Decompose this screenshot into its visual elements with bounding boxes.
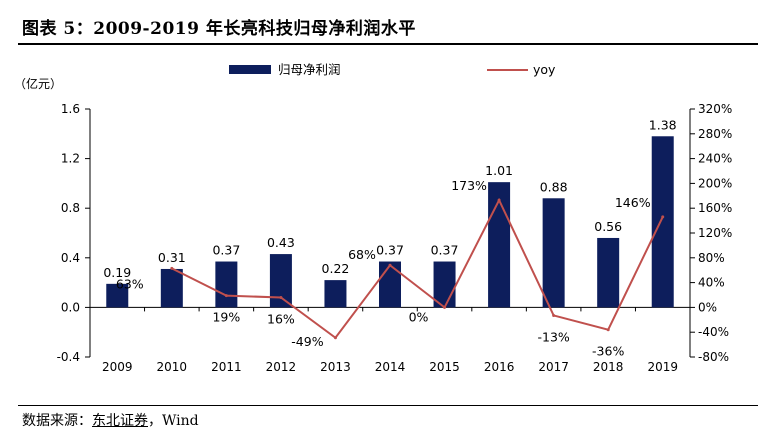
title-divider	[18, 43, 758, 45]
yoy-value-label: 68%	[348, 247, 376, 262]
yoy-point	[606, 328, 610, 332]
bar-value-label: 0.43	[267, 235, 295, 250]
left-axis-tick-label: 1.2	[61, 152, 80, 166]
x-axis-tick-label: 2017	[538, 360, 569, 374]
right-axis-tick-label: 240%	[698, 152, 732, 166]
bar-value-label: 1.01	[485, 163, 513, 178]
bar-value-label: 0.19	[103, 265, 131, 280]
yoy-value-label: 16%	[267, 311, 295, 326]
left-axis-tick-label: 0.4	[61, 251, 80, 265]
yoy-value-label: -36%	[592, 344, 624, 359]
legend-bar-swatch	[229, 65, 271, 74]
y-axis-unit-label: （亿元）	[14, 76, 62, 91]
chart: 归母净利润 yoy （亿元） -0.4 0.0 0.4 0.8 1.2 1.6 -80% -4…	[14, 62, 733, 374]
legend-line-label: yoy	[533, 62, 556, 77]
yoy-line	[171, 197, 664, 340]
right-axis-tick-label: 120%	[698, 226, 732, 240]
bar	[379, 261, 401, 308]
x-axis-tick-label: 2013	[320, 360, 351, 374]
axes: -0.4 0.0 0.4 0.8 1.2 1.6 -80% -40% 0% 40% 80% 120% 1…	[57, 102, 733, 374]
yoy-value-label: -13%	[537, 329, 569, 344]
bar-value-label: 0.37	[212, 243, 240, 258]
left-axis-tick-label: -0.4	[57, 350, 80, 364]
x-axis-tick-label: 2016	[484, 360, 515, 374]
right-axis-tick-label: 160%	[698, 201, 732, 215]
bar-value-label: 0.37	[376, 243, 404, 258]
bar-value-label: 1.38	[649, 117, 677, 132]
line-series	[170, 197, 665, 340]
right-axis-tick-label: 0%	[698, 300, 717, 314]
right-axis-tick-label: 40%	[698, 276, 725, 290]
figure-header: 图表 5：2009-2019 年长亮科技归母净利润水平	[0, 0, 773, 45]
yoy-point	[388, 263, 392, 267]
yoy-point	[333, 336, 337, 340]
source-divider	[18, 405, 758, 406]
data-labels: 0.19 0.31 0.37 0.43 0.22 0.37 0.37 1.01 0.88 0.56…	[103, 117, 676, 358]
yoy-value-label: 146%	[615, 195, 651, 210]
right-axis-tick-label: 80%	[698, 251, 725, 265]
yoy-value-label: 0%	[409, 309, 429, 324]
bar-series	[106, 136, 674, 308]
yoy-point	[224, 294, 228, 298]
yoy-point	[552, 313, 556, 317]
yoy-value-label: -49%	[291, 334, 323, 349]
bar	[324, 280, 347, 308]
yoy-point	[170, 266, 174, 270]
source-suffix: ，Wind	[148, 413, 199, 429]
yoy-point	[497, 198, 501, 202]
left-axis-tick-label: 1.6	[61, 102, 80, 116]
x-axis-tick-label: 2015	[429, 360, 460, 374]
x-axis-tick-label: 2009	[102, 360, 133, 374]
yoy-point	[443, 305, 447, 309]
legend-bar-label: 归母净利润	[278, 62, 341, 77]
source-link[interactable]: 东北证券	[92, 413, 148, 429]
bar	[542, 198, 565, 308]
source-note: 数据来源：东北证券，Wind	[22, 410, 199, 430]
bar	[215, 261, 238, 308]
right-axis-tick-label: -80%	[698, 350, 729, 364]
bar	[160, 268, 183, 308]
legend: 归母净利润 yoy	[229, 62, 556, 77]
right-axis-tick-label: 200%	[698, 176, 732, 190]
figure-title: 图表 5：2009-2019 年长亮科技归母净利润水平	[22, 19, 416, 39]
right-axis-tick-label: -40%	[698, 325, 729, 339]
bar	[651, 136, 674, 308]
x-axis-tick-label: 2011	[211, 360, 242, 374]
bar-value-label: 0.31	[158, 250, 186, 265]
x-axis-tick-label: 2010	[157, 360, 188, 374]
right-axis-tick-label: 280%	[698, 127, 732, 141]
source-prefix: 数据来源：	[22, 413, 92, 429]
yoy-value-label: 173%	[451, 178, 487, 193]
x-axis-tick-label: 2014	[375, 360, 406, 374]
yoy-value-label: 19%	[212, 310, 240, 325]
bar-value-label: 0.37	[431, 243, 459, 258]
yoy-value-label: 63%	[116, 276, 144, 291]
right-axis-tick-label: 320%	[698, 102, 732, 116]
x-axis-tick-label: 2018	[593, 360, 624, 374]
bar	[269, 254, 292, 308]
left-axis-tick-label: 0.0	[61, 300, 80, 314]
left-axis-tick-label: 0.8	[61, 201, 80, 215]
bar	[597, 237, 620, 308]
yoy-point	[661, 215, 665, 219]
bar-value-label: 0.22	[322, 261, 350, 276]
yoy-point	[279, 295, 283, 299]
bar-value-label: 0.56	[594, 219, 622, 234]
bar-value-label: 0.88	[540, 179, 568, 194]
bar	[106, 283, 129, 308]
x-axis-tick-label: 2012	[266, 360, 297, 374]
x-axis-tick-label: 2019	[647, 360, 678, 374]
